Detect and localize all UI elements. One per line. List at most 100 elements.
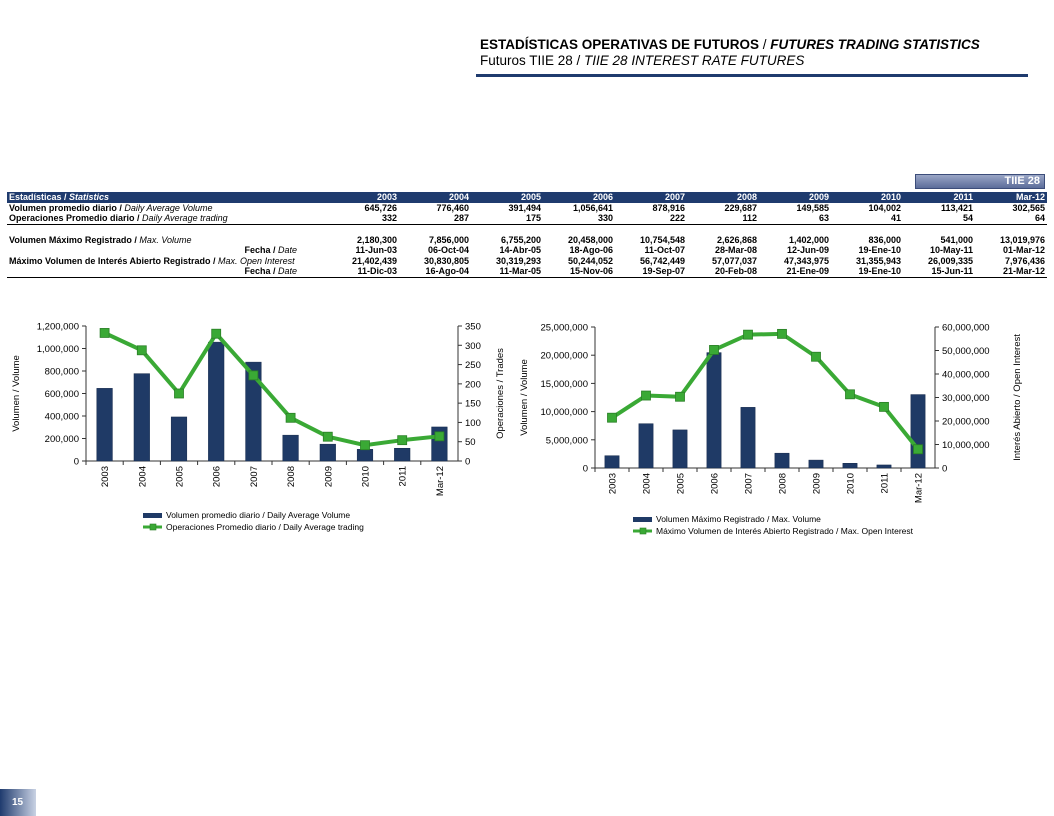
table-header-row: Estadísticas / Statistics 2003 2004 2005… <box>7 192 1047 203</box>
table-cell: 2,180,300 <box>356 234 397 245</box>
table-cell: 21,402,439 <box>351 255 397 266</box>
col-header: 2005 <box>471 192 543 203</box>
table-cell: 31,355,943 <box>855 255 901 266</box>
y2-tick-label: 100 <box>465 418 481 429</box>
legend-bar-swatch <box>143 513 162 518</box>
bar <box>774 452 790 469</box>
table-cell: 104,002 <box>868 202 901 213</box>
table-cell: 12-Jun-09 <box>786 245 829 255</box>
x-tick-label: 2011 <box>398 466 409 486</box>
chart-average-volume: 1,200,000 1,000,000 800,000 600,000 400,000 2… <box>11 322 506 533</box>
y2-tick-label: 300 <box>465 341 481 352</box>
table-cell: 1,402,000 <box>788 234 829 245</box>
table-row: Volumen promedio diario / Daily Average … <box>7 203 1047 214</box>
table-cell: 287 <box>399 213 471 225</box>
bar <box>170 416 188 462</box>
title-es: ESTADÍSTICAS OPERATIVAS DE FUTUROS <box>480 37 760 52</box>
y-tick-label: 5,000,000 <box>546 435 588 446</box>
bar <box>245 361 262 462</box>
table-row: Fecha / Date 11-Dic-03 16-Ago-04 11-Mar-… <box>7 266 1047 278</box>
table-cell: 19-Sep-07 <box>615 266 687 278</box>
table-cell: 836,000 <box>868 234 901 245</box>
table-cell: 30,830,805 <box>423 255 469 266</box>
y2-tick-label: 0 <box>465 457 470 468</box>
table-cell: 41 <box>831 213 903 225</box>
line-point <box>322 431 333 442</box>
table-cell: 1,056,641 <box>572 202 613 213</box>
row-label: Volumen promedio diario / Daily Average … <box>9 202 213 213</box>
x-tick-label: Mar-12 <box>914 473 925 503</box>
line-point <box>174 388 184 399</box>
x-tick-label: 2007 <box>744 473 755 494</box>
table-row: Máximo Volumen de Interés Abierto Regist… <box>7 256 1047 267</box>
row-label: Volumen Máximo Registrado / Max. Volume <box>9 234 192 245</box>
table-cell: 01-Mar-12 <box>1002 245 1045 255</box>
y2-tick-label: 40,000,000 <box>942 370 990 381</box>
table-cell: 645,726 <box>364 202 397 213</box>
y2-tick-label: 50,000,000 <box>942 346 990 357</box>
table-cell: 11-Dic-03 <box>327 266 399 278</box>
bar <box>706 352 722 469</box>
page-subtitle: Futuros TIIE 28 / TIIE 28 INTEREST RATE … <box>480 53 1040 69</box>
table-header-label: Estadísticas / Statistics <box>7 192 327 203</box>
y-tick-label: 1,000,000 <box>37 344 79 355</box>
table-cell: 54 <box>903 213 975 225</box>
table-cell: 15-Nov-06 <box>543 266 615 278</box>
table-cell: 149,585 <box>796 202 829 213</box>
y-tick-label: 200,000 <box>45 434 79 445</box>
table-cell: 57,077,037 <box>711 255 757 266</box>
line-point <box>811 351 821 362</box>
line-point <box>136 345 147 356</box>
chart-max-volume-open-interest: 25,000,000 20,000,000 15,000,000 10,000,000… <box>519 323 1023 537</box>
col-header: 2004 <box>399 192 471 203</box>
table-cell: 391,494 <box>508 202 541 213</box>
x-tick-label: 2003 <box>100 466 111 487</box>
x-tick-label: 2005 <box>175 466 186 487</box>
table-cell: 113,421 <box>940 202 973 213</box>
x-tick-label: 2009 <box>812 473 823 494</box>
col-header: Mar-12 <box>975 192 1047 203</box>
bar <box>740 407 756 469</box>
y-tick-label: 15,000,000 <box>540 379 588 390</box>
table-cell: 18-Ago-06 <box>569 245 613 255</box>
x-tick-label: 2007 <box>249 466 260 487</box>
col-header: 2003 <box>327 192 399 203</box>
y2-tick-label: 200 <box>465 379 481 390</box>
row-label: Fecha / Date <box>7 266 327 278</box>
line-point <box>99 328 110 338</box>
x-tick-label: 2011 <box>880 473 891 493</box>
y2-tick-label: 20,000,000 <box>942 417 990 428</box>
table-cell: 06-Oct-04 <box>427 245 469 255</box>
title-sep: / <box>759 37 771 52</box>
line-point <box>641 390 651 401</box>
line-point <box>913 444 923 455</box>
table-row: Operaciones Promedio diario / Daily Aver… <box>7 213 1047 225</box>
y2-tick-label: 350 <box>465 322 481 333</box>
title-en: FUTURES TRADING STATISTICS <box>770 37 980 52</box>
x-tick-label: 2008 <box>286 466 297 487</box>
x-tick-label: 2004 <box>137 466 148 487</box>
bar <box>638 423 654 469</box>
row-label: Máximo Volumen de Interés Abierto Regist… <box>9 255 295 266</box>
table-cell: 2,626,868 <box>716 234 757 245</box>
bar <box>842 463 858 469</box>
col-header: 2007 <box>615 192 687 203</box>
bar <box>808 459 824 469</box>
y-tick-label: 600,000 <box>45 389 79 400</box>
y2-tick-label: 150 <box>465 399 481 410</box>
line-point <box>675 391 685 402</box>
line-point <box>845 389 855 400</box>
table-cell: 15-Jun-11 <box>903 266 975 278</box>
table-cell: 19-Ene-10 <box>858 245 901 255</box>
legend-bar-label: Volumen promedio diario / Daily Average … <box>166 510 350 520</box>
subtitle-es: Futuros TIIE 28 / <box>480 53 585 68</box>
line-point <box>743 329 753 340</box>
table-cell: 56,742,449 <box>639 255 685 266</box>
col-header: 2008 <box>687 192 759 203</box>
table-cell: 13,019,976 <box>999 234 1045 245</box>
bar <box>208 341 225 462</box>
col-header: 2010 <box>831 192 903 203</box>
x-tick-label: 2009 <box>323 466 334 487</box>
legend-bar-label: Volumen Máximo Registrado / Max. Volume <box>656 514 821 524</box>
table-cell: 30,319,293 <box>495 255 541 266</box>
